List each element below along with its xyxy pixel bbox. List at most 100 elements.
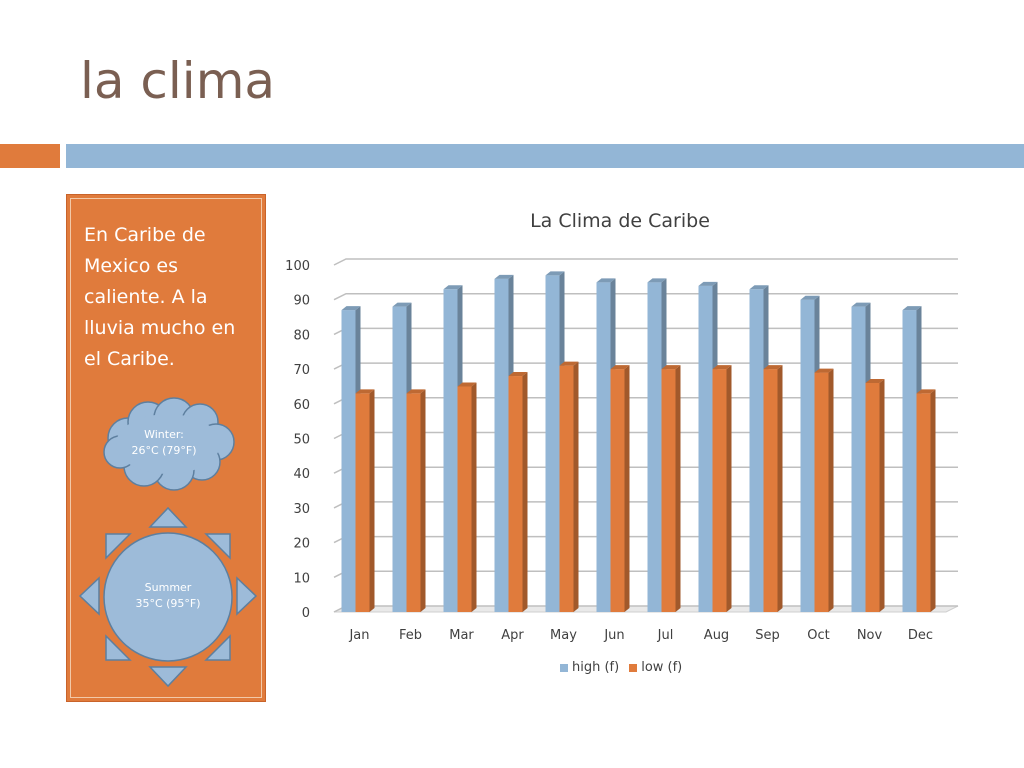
bar-low-oct — [814, 372, 829, 612]
bar-side — [369, 389, 375, 612]
bar-top — [916, 389, 936, 394]
y-tick-label: 60 — [293, 398, 310, 413]
bar-high-jun — [596, 282, 611, 612]
y-tick-label: 90 — [293, 294, 310, 309]
x-tick-label: Jul — [657, 628, 674, 643]
sun-label: Summer 35°C (95°F) — [118, 580, 218, 612]
x-tick-label: Sep — [755, 628, 780, 643]
accent-bar-orange — [0, 144, 60, 168]
bar-top — [392, 302, 412, 307]
x-tick-label: Jun — [603, 628, 624, 643]
cloud-label-line2: 26°C (79°F) — [131, 444, 197, 457]
cloud-label: Winter: 26°C (79°F) — [110, 427, 218, 459]
bar-top — [814, 368, 834, 373]
legend-swatch-high — [560, 663, 568, 672]
sun-label-line1: Summer — [144, 581, 192, 594]
bar-high-jan — [341, 310, 356, 612]
bar-low-sep — [763, 369, 778, 612]
bar-top — [355, 389, 375, 394]
bar-low-jan — [355, 393, 370, 612]
bar-high-apr — [494, 278, 509, 612]
y-tick-label: 10 — [293, 571, 310, 586]
x-tick-label: Oct — [807, 628, 829, 643]
legend-label-high: high (f) — [572, 660, 620, 675]
bar-low-jun — [610, 369, 625, 612]
gridline — [333, 258, 958, 266]
sun-label-line2: 35°C (95°F) — [135, 597, 201, 610]
bar-low-dec — [916, 393, 931, 612]
bar-top — [763, 365, 783, 370]
y-tick-label: 70 — [293, 363, 310, 378]
cloud-shape — [103, 397, 235, 491]
bar-top — [457, 382, 477, 387]
bar-top — [749, 285, 769, 290]
bar-high-feb — [392, 306, 407, 612]
x-tick-label: Jan — [348, 628, 369, 643]
bar-side — [930, 389, 936, 612]
bar-top — [494, 274, 514, 279]
bar-high-nov — [851, 306, 866, 612]
bar-top — [443, 285, 463, 290]
bar-side — [624, 365, 630, 612]
chart-legend: high (f) low (f) — [560, 660, 682, 675]
bar-top — [647, 278, 667, 283]
y-tick-label: 0 — [302, 606, 310, 621]
bar-side — [828, 368, 834, 612]
bar-top — [902, 306, 922, 311]
bar-side — [522, 372, 528, 612]
bar-side — [777, 365, 783, 612]
bar-high-oct — [800, 299, 815, 612]
bar-side — [879, 378, 885, 612]
slide-title: la clima — [80, 52, 276, 110]
bar-side — [726, 365, 732, 612]
x-tick-label: Nov — [857, 628, 883, 643]
bar-top — [851, 302, 871, 307]
chart-title: La Clima de Caribe — [530, 210, 710, 232]
bar-top — [698, 281, 718, 286]
bar-top — [800, 295, 820, 300]
bar-low-may — [559, 365, 574, 612]
bar-low-feb — [406, 393, 421, 612]
y-tick-label: 80 — [293, 328, 310, 343]
bar-top — [508, 372, 528, 377]
y-tick-label: 20 — [293, 537, 310, 552]
bar-side — [420, 389, 426, 612]
cloud-label-line1: Winter: — [144, 428, 184, 441]
bar-high-sep — [749, 289, 764, 612]
y-tick-label: 30 — [293, 502, 310, 517]
side-panel-text: En Caribe de Mexico es caliente. A la ll… — [84, 224, 236, 370]
bar-high-jul — [647, 282, 662, 612]
y-tick-label: 50 — [293, 433, 310, 448]
x-tick-label: Mar — [449, 628, 474, 643]
x-tick-label: May — [550, 628, 577, 643]
bar-side — [471, 382, 477, 612]
bar-top — [610, 365, 630, 370]
x-tick-label: Dec — [908, 628, 933, 643]
x-tick-label: Feb — [399, 628, 422, 643]
bar-high-dec — [902, 310, 917, 612]
bar-low-apr — [508, 376, 523, 612]
bar-side — [675, 365, 681, 612]
bar-low-mar — [457, 386, 472, 612]
legend-item-low: low (f) — [629, 660, 682, 675]
bar-high-may — [545, 275, 560, 612]
x-tick-label: Aug — [704, 628, 729, 643]
bar-top — [406, 389, 426, 394]
bar-top — [559, 361, 579, 366]
legend-swatch-low — [629, 663, 638, 672]
bar-low-aug — [712, 369, 727, 612]
legend-label-low: low (f) — [641, 660, 683, 675]
sun-shape — [78, 506, 258, 688]
bar-top — [712, 365, 732, 370]
bar-top — [661, 365, 681, 370]
bar-top — [865, 378, 885, 383]
y-tick-label: 100 — [285, 259, 310, 274]
legend-item-high: high (f) — [560, 660, 619, 675]
bar-side — [573, 361, 579, 612]
bar-top — [341, 306, 361, 311]
y-tick-label: 40 — [293, 467, 310, 482]
x-tick-label: Apr — [501, 628, 524, 643]
bar-top — [596, 278, 616, 283]
bar-high-aug — [698, 285, 713, 612]
